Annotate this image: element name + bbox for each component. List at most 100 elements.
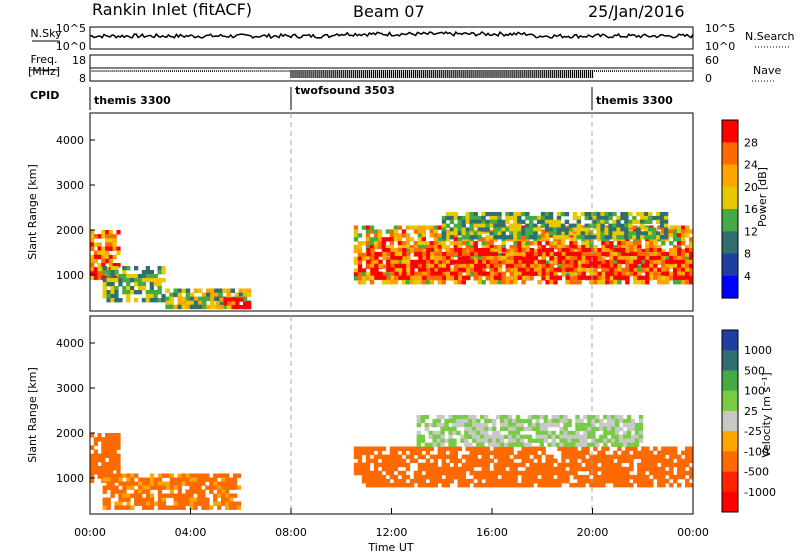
heatmap-cell [579,422,584,428]
heatmap-cell [637,280,642,285]
heatmap-cell [601,466,606,472]
heatmap-cell [442,267,447,272]
heatmap-cell [589,280,594,285]
heatmap-cell [597,255,602,261]
heatmap-cell [105,254,110,260]
heatmap-cell [385,245,391,250]
heatmap-cell [477,223,482,228]
heatmap-cell [669,458,674,464]
heatmap-cell [177,505,182,510]
heatmap-cell [613,272,618,277]
heatmap-cell [374,275,379,280]
heatmap-cell [593,280,598,285]
heatmap-cell [633,241,638,246]
heatmap-cell [197,477,202,482]
heatmap-cell [603,422,608,428]
heatmap-cell [580,235,585,240]
heatmap-cell [548,212,554,217]
heatmap-cell [629,458,634,464]
heatmap-cell [497,255,503,261]
heatmap-cell [607,438,612,443]
heatmap-cell [611,430,616,436]
heatmap-cell [185,493,190,498]
heatmap-cell [605,478,610,484]
heatmap-cell [537,462,542,468]
heatmap-cell [481,482,486,488]
heatmap-cell [513,227,518,232]
heatmap-cell [353,245,359,250]
heatmap-cell [513,231,518,236]
heatmap-cell [608,227,613,232]
heatmap-cell [624,231,629,236]
heatmap-cell [493,474,498,480]
heatmap-cell [114,501,119,506]
heatmap-cell [393,478,399,484]
heatmap-cell [563,422,568,428]
heatmap-cell [90,461,95,467]
heatmap-cell [593,263,598,269]
heatmap-cell [677,482,682,488]
heatmap-cell [421,462,426,468]
heatmap-cell [108,254,113,260]
heatmap-cell [638,426,644,432]
heatmap-cell [617,454,622,460]
heatmap-cell [409,478,415,484]
heatmap-cell [440,434,445,439]
heatmap-cell [173,304,178,310]
heatmap-cell [126,505,131,510]
heatmap-cell [449,446,454,451]
heatmap-cell [517,260,522,265]
heatmap-cell [525,212,530,217]
heatmap-cell [497,470,502,476]
velocity-data [90,415,694,510]
heatmap-cell [605,275,610,280]
heatmap-cell [424,426,429,432]
heatmap-cell [685,229,690,234]
heatmap-cell [409,458,415,464]
heatmap-cell [157,501,163,506]
heatmap-cell [235,301,240,306]
heatmap-cell [584,215,589,221]
heatmap-cell [416,434,421,439]
heatmap-cell [659,223,665,228]
heatmap-cell [444,422,449,428]
heatmap-cell [493,462,498,468]
heatmap-cell [673,271,678,276]
heatmap-cell [509,478,514,484]
heatmap-cell [493,275,499,280]
y-tick-label: 4000 [56,134,84,147]
heatmap-cell [138,493,143,498]
heatmap-cell [597,450,602,456]
heatmap-cell [137,290,143,295]
heatmap-cell [465,482,470,488]
heatmap-cell [236,473,242,478]
heatmap-cell [509,268,514,273]
heatmap-cell [173,493,178,498]
heatmap-cell [497,235,502,240]
heatmap-cell [130,477,135,482]
heatmap-cell [433,268,438,273]
heatmap-cell [205,477,210,482]
heatmap-cell [505,256,510,261]
heatmap-cell [481,454,486,460]
heatmap-cell [629,245,634,250]
heatmap-cell [441,245,446,250]
heatmap-cell [493,280,498,285]
heatmap-cell [673,251,678,257]
heatmap-cell [225,501,230,506]
heatmap-cell [130,485,135,490]
heatmap-cell [469,263,475,269]
heatmap-cell [386,263,391,269]
heatmap-cell [673,229,678,234]
heatmap-cell [497,446,502,451]
colorbar-tick-label: 28 [744,136,758,149]
heatmap-cell [609,248,614,254]
heatmap-cell [593,482,598,488]
heatmap-cell [649,245,654,250]
heatmap-cell [382,248,387,253]
heatmap-cell [531,438,537,443]
heatmap-cell [657,450,662,456]
heatmap-cell [677,259,682,265]
heatmap-cell [625,263,630,269]
